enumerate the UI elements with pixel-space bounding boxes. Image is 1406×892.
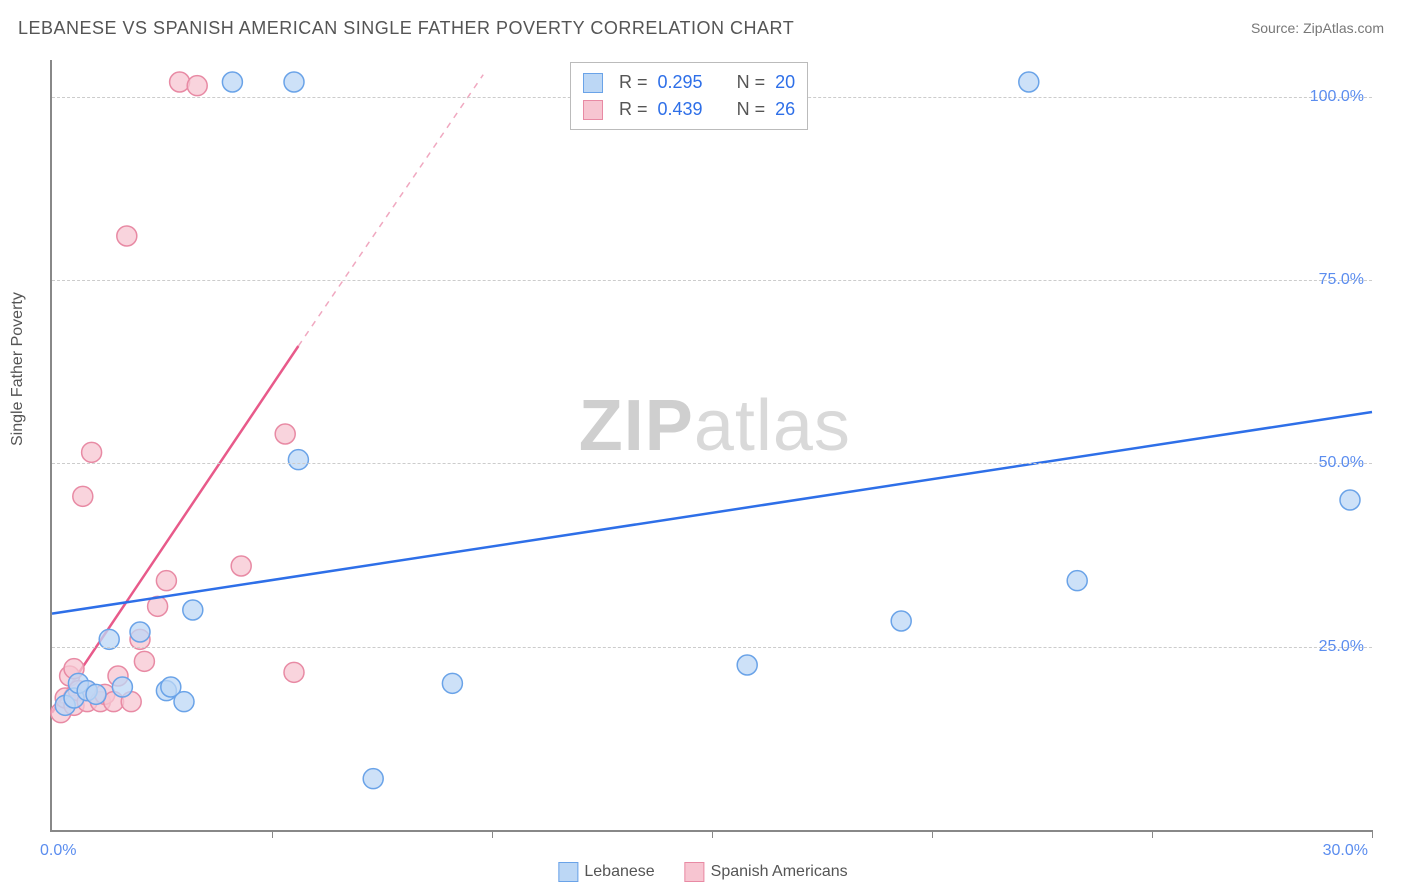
legend-swatch <box>583 100 603 120</box>
legend-label: Lebanese <box>584 863 654 880</box>
chart-title: LEBANESE VS SPANISH AMERICAN SINGLE FATH… <box>18 18 794 39</box>
legend-label: Spanish Americans <box>711 863 848 880</box>
stats-row: R = 0.295 N = 20 <box>583 69 795 96</box>
stats-row: R = 0.439 N = 26 <box>583 96 795 123</box>
data-point <box>231 556 251 576</box>
n-label: N = <box>737 69 766 96</box>
y-tick-label: 75.0% <box>1319 271 1364 289</box>
x-tick <box>1372 830 1373 838</box>
x-tick <box>272 830 273 838</box>
data-point <box>183 600 203 620</box>
data-point <box>284 72 304 92</box>
source-label: Source: <box>1251 20 1303 36</box>
data-point <box>130 622 150 642</box>
x-tick <box>1152 830 1153 838</box>
correlation-stats-box: R = 0.295 N = 20 R = 0.439 N = 26 <box>570 62 808 130</box>
y-tick-label: 100.0% <box>1310 88 1364 106</box>
data-point <box>73 486 93 506</box>
y-tick-label: 25.0% <box>1319 638 1364 656</box>
n-label: N = <box>737 96 766 123</box>
data-point <box>284 662 304 682</box>
data-point <box>288 450 308 470</box>
n-value: 20 <box>775 69 795 96</box>
data-point <box>134 651 154 671</box>
data-point <box>156 571 176 591</box>
data-point <box>112 677 132 697</box>
data-point <box>222 72 242 92</box>
gridline <box>52 463 1372 464</box>
legend-swatch <box>558 862 578 882</box>
y-axis-label: Single Father Poverty <box>9 292 27 446</box>
source-attribution: Source: ZipAtlas.com <box>1251 20 1384 36</box>
legend-swatch <box>685 862 705 882</box>
data-point <box>363 769 383 789</box>
plot-svg <box>52 60 1372 830</box>
x-tick <box>492 830 493 838</box>
data-point <box>1019 72 1039 92</box>
data-point <box>1340 490 1360 510</box>
legend-item: Lebanese <box>558 862 654 882</box>
bottom-legend: Lebanese Spanish Americans <box>558 862 847 882</box>
data-point <box>737 655 757 675</box>
y-tick-label: 50.0% <box>1319 454 1364 472</box>
r-label: R = <box>619 96 648 123</box>
r-label: R = <box>619 69 648 96</box>
data-point <box>891 611 911 631</box>
data-point <box>174 692 194 712</box>
trendline-lebanese <box>52 412 1372 614</box>
r-value: 0.439 <box>658 96 703 123</box>
gridline <box>52 280 1372 281</box>
x-axis-min-label: 0.0% <box>40 842 76 860</box>
legend-swatch <box>583 73 603 93</box>
x-tick <box>712 830 713 838</box>
data-point <box>275 424 295 444</box>
legend-item: Spanish Americans <box>685 862 848 882</box>
trendline-spanish-americans <box>52 346 298 713</box>
data-point <box>187 76 207 96</box>
source-site: ZipAtlas.com <box>1303 20 1384 36</box>
data-point <box>86 684 106 704</box>
trendline-dashed-spanish-americans <box>298 75 483 346</box>
gridline <box>52 647 1372 648</box>
r-value: 0.295 <box>658 69 703 96</box>
data-point <box>170 72 190 92</box>
data-point <box>117 226 137 246</box>
data-point <box>442 673 462 693</box>
data-point <box>1067 571 1087 591</box>
x-tick <box>932 830 933 838</box>
data-point <box>82 442 102 462</box>
scatter-plot-area: ZIPatlas 0.0% 30.0% 25.0%50.0%75.0%100.0… <box>50 60 1372 832</box>
n-value: 26 <box>775 96 795 123</box>
x-axis-max-label: 30.0% <box>1323 842 1368 860</box>
